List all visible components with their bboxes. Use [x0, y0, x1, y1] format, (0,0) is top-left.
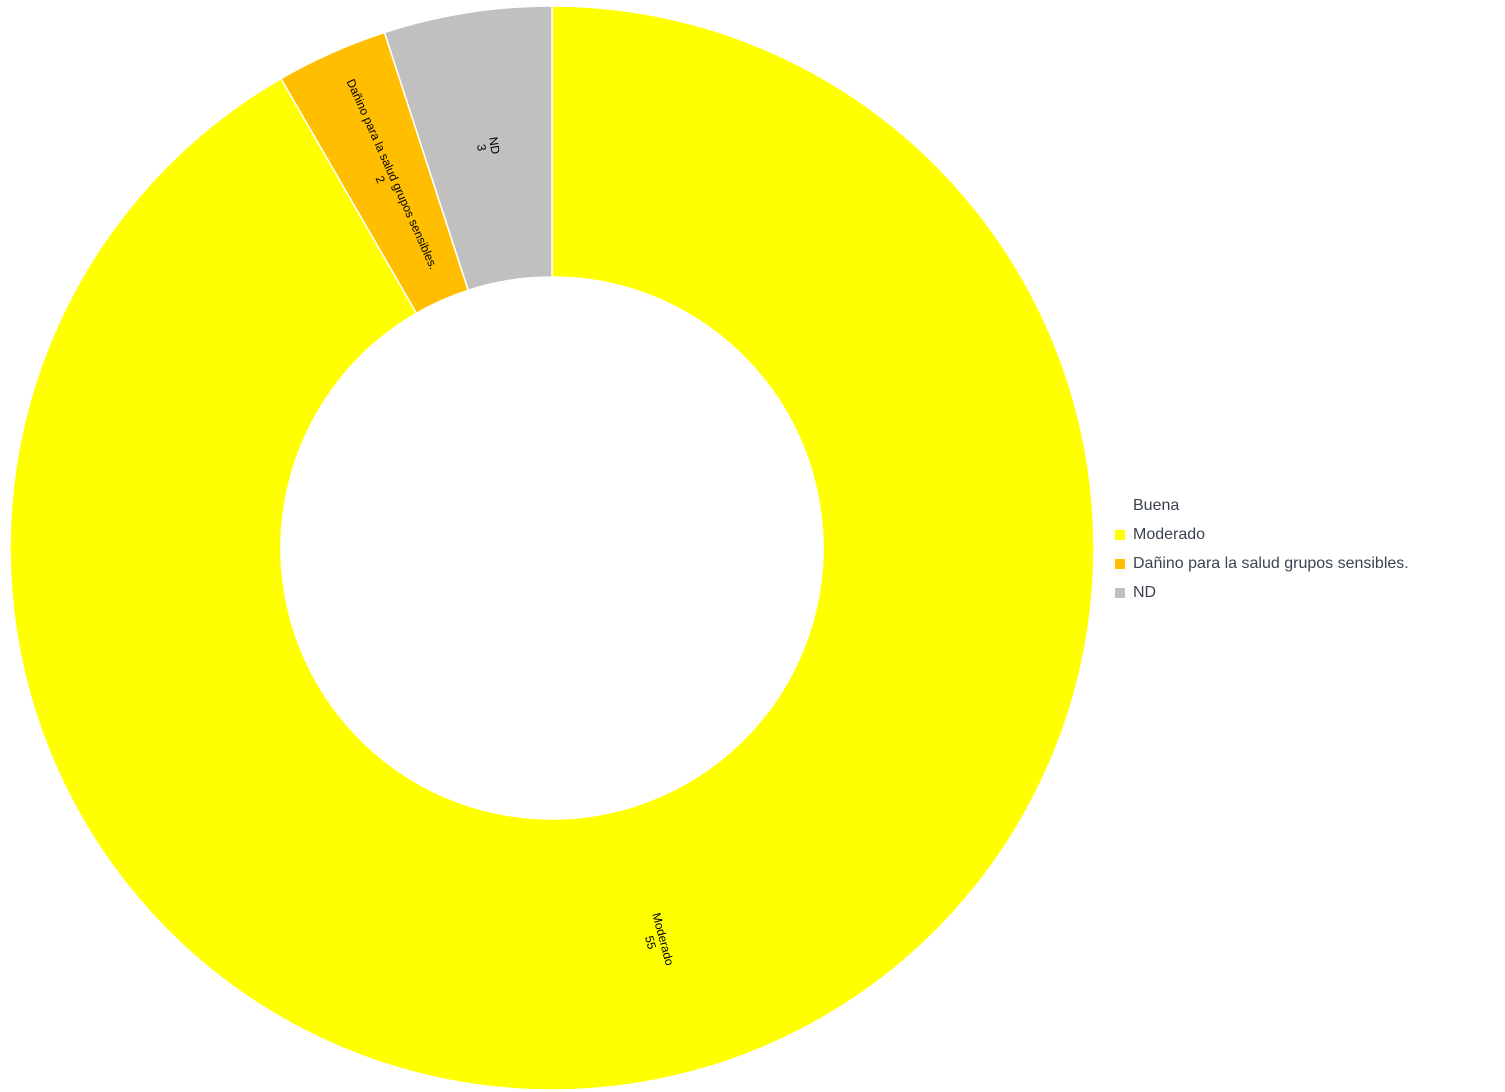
slice-label-name: ND [486, 136, 503, 156]
legend-item-buena[interactable]: Buena [1115, 491, 1409, 520]
donut-slices [9, 5, 1095, 1091]
legend-swatch-nd [1115, 587, 1125, 598]
slice-label-value: 55 [642, 934, 659, 951]
legend-item-moderado[interactable]: Moderado [1115, 520, 1409, 549]
legend-label-nd: ND [1133, 583, 1157, 601]
legend-swatch-moderado [1115, 529, 1125, 540]
slice-nd[interactable] [383, 5, 553, 292]
slice-label-nd: ND3 [474, 136, 503, 156]
legend: Buena Moderado Dañino para la salud grup… [1115, 491, 1409, 607]
slice-moderado[interactable] [9, 5, 1095, 1091]
legend-label-danino: Dañino para la salud grupos sensibles. [1133, 554, 1409, 572]
legend-item-nd[interactable]: ND [1115, 578, 1409, 607]
legend-item-danino[interactable]: Dañino para la salud grupos sensibles. [1115, 549, 1409, 578]
slice-label-value: 3 [474, 143, 489, 152]
legend-swatch-buena [1115, 500, 1125, 511]
legend-label-moderado: Moderado [1133, 525, 1206, 543]
legend-swatch-danino [1115, 558, 1125, 569]
legend-label-buena: Buena [1133, 496, 1180, 514]
